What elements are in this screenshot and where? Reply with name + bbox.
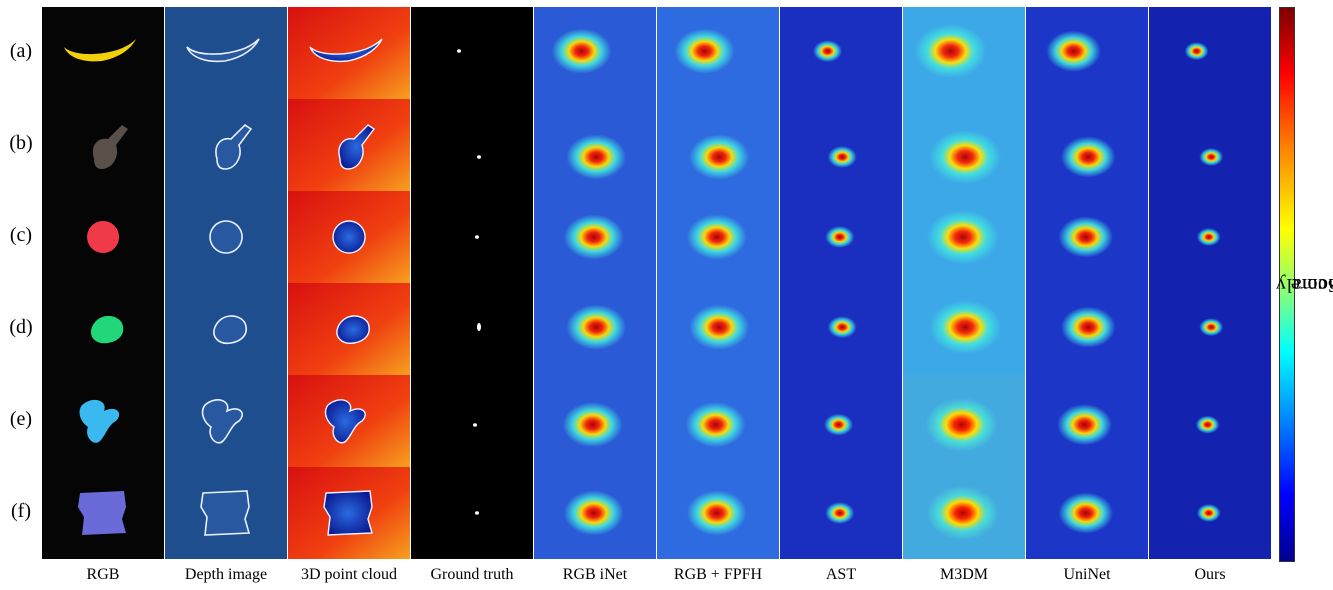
image-cell [657,283,779,375]
colorbar-label: Anomaly Score [1275,7,1333,560]
image-cell [903,283,1025,375]
image-cell [42,191,164,283]
image-cell [657,191,779,283]
column-label: RGB iNet [562,566,628,583]
column-label: M3DM [939,566,988,583]
image-cell [1149,191,1271,283]
image-cell [1026,283,1148,375]
image-cell [42,467,164,559]
image-cell [411,191,533,283]
image-cell [42,283,164,375]
row-label: (b) [9,132,33,154]
row-label: (a) [9,40,33,62]
image-cell [903,99,1025,191]
image-cell [657,99,779,191]
row-label: (c) [9,224,33,246]
column-label: RGB + FPFH [673,566,763,583]
image-cell [1149,7,1271,99]
image-cell [165,467,287,559]
image-cell [657,375,779,467]
column-label: AST [825,566,857,583]
image-cell [780,283,902,375]
image-cell [42,7,164,99]
image-cell [411,375,533,467]
image-cell [534,7,656,99]
colorbar-label-score: Score [1289,273,1333,295]
image-cell [42,375,164,467]
image-cell [165,283,287,375]
image-cell [288,7,410,99]
image-cell [1026,99,1148,191]
image-cell [780,375,902,467]
image-cell [534,467,656,559]
image-cell [903,467,1025,559]
image-cell [288,375,410,467]
image-cell [1149,467,1271,559]
image-cell [657,467,779,559]
image-cell [411,7,533,99]
column-label: Depth image [184,566,268,583]
image-cell [1026,191,1148,283]
image-cell [165,375,287,467]
image-cell [903,7,1025,99]
image-cell [780,99,902,191]
row-label: (f) [11,500,31,522]
row-label: (e) [9,408,33,430]
image-cell [534,283,656,375]
column-label: Ours [1194,566,1226,583]
image-cell [411,467,533,559]
image-cell [1026,467,1148,559]
image-cell [903,191,1025,283]
image-cell [288,467,410,559]
column-label: 3D point cloud [301,566,397,583]
image-cell [903,375,1025,467]
image-cell [534,375,656,467]
anomaly-colorbar [1279,7,1295,562]
image-cell [534,99,656,191]
image-cell [1149,375,1271,467]
image-cell [1149,99,1271,191]
image-cell [780,467,902,559]
image-cell [411,283,533,375]
image-cell [165,99,287,191]
column-label: RGB [86,566,120,583]
image-cell [165,191,287,283]
image-cell [165,7,287,99]
image-cell [288,99,410,191]
image-cell [780,191,902,283]
image-cell [534,191,656,283]
image-cell [1026,7,1148,99]
image-cell [42,99,164,191]
row-label: (d) [9,316,33,338]
image-cell [288,191,410,283]
image-cell [780,7,902,99]
image-cell [1149,283,1271,375]
image-cell [288,283,410,375]
image-cell [411,99,533,191]
column-label: UniNet [1063,566,1111,583]
image-cell [1026,375,1148,467]
image-cell [657,7,779,99]
column-label: Ground truth [430,566,514,583]
